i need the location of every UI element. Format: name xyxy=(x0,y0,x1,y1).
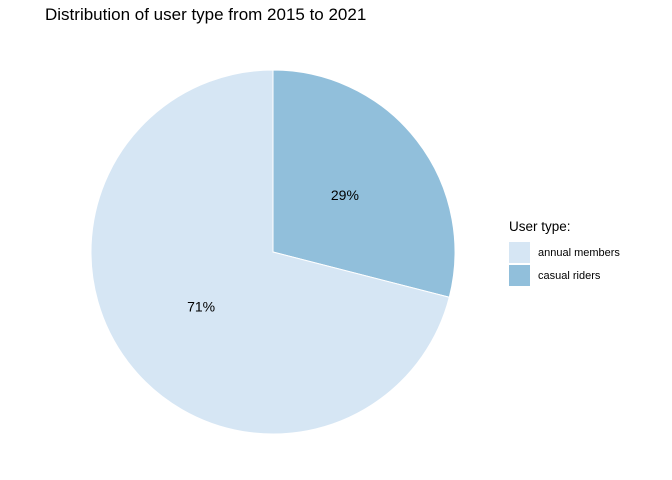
pie-slice-annual-members xyxy=(90,69,450,435)
legend-swatch-casual-riders xyxy=(509,265,530,286)
legend-item-casual-riders: casual riders xyxy=(509,264,620,287)
pie-slices xyxy=(90,69,456,435)
legend-item-annual-members: annual members xyxy=(509,241,620,264)
pie-slice-label-casual-riders: 29% xyxy=(331,187,359,203)
pie-slice-casual-riders xyxy=(272,69,456,298)
legend-swatch-annual-members xyxy=(509,242,530,263)
chart-title: Distribution of user type from 2015 to 2… xyxy=(45,5,367,24)
legend: User type: annual members casual riders xyxy=(509,219,620,287)
pie-slice-labels: 29% 71% xyxy=(187,187,359,315)
legend-title: User type: xyxy=(509,219,571,234)
legend-label: casual riders xyxy=(538,269,601,282)
pie-slice-label-annual-members: 71% xyxy=(187,298,215,314)
legend-label: annual members xyxy=(538,246,620,259)
